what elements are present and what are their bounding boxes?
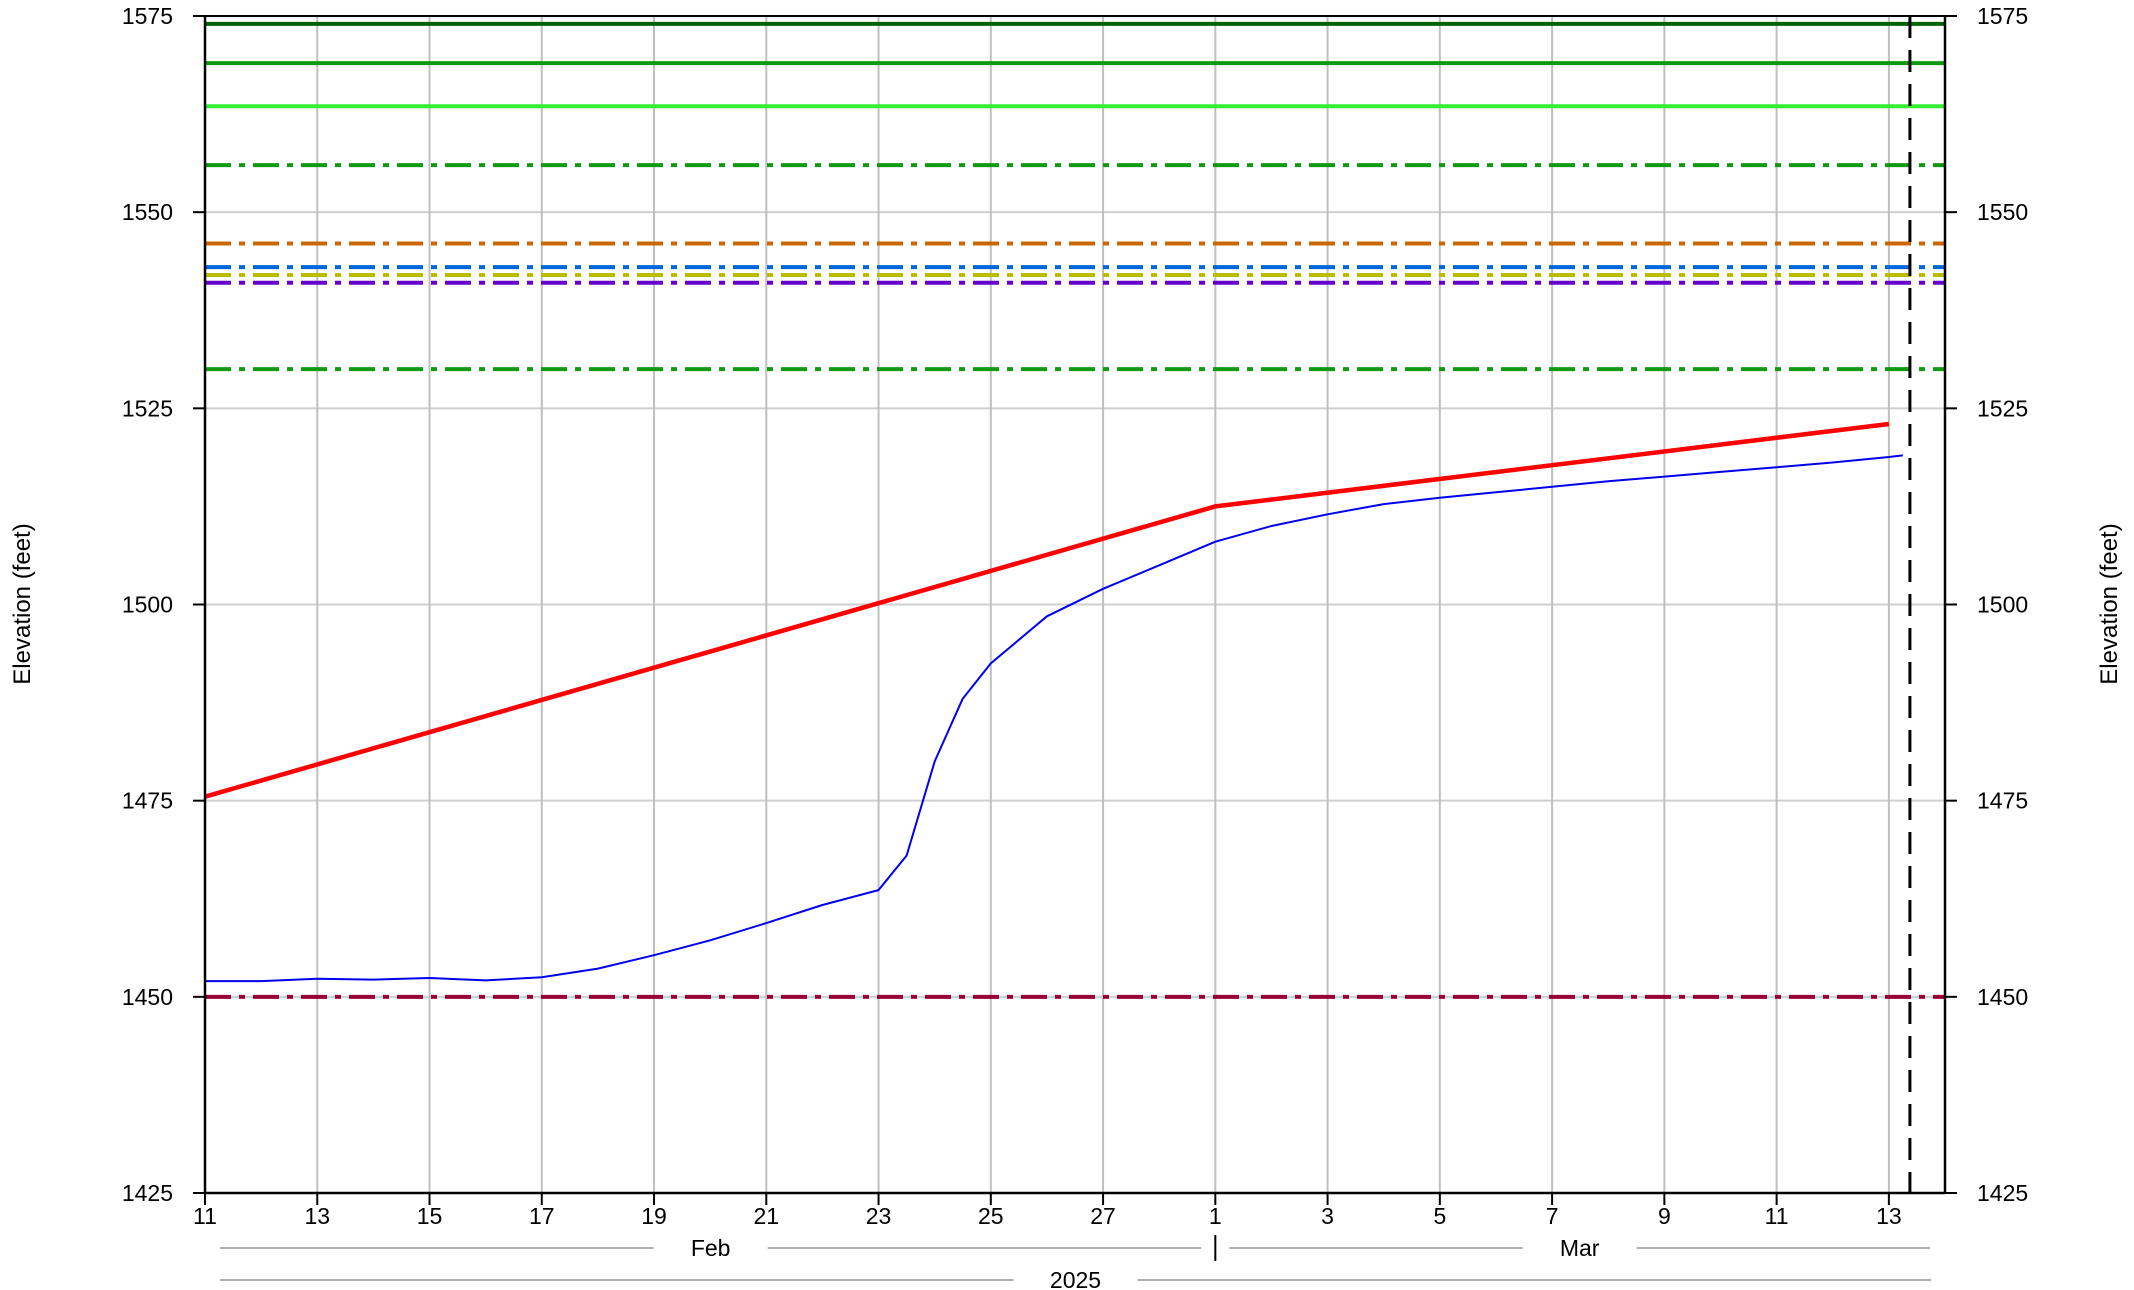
x-tick-label: 7 (1546, 1203, 1559, 1229)
x-tick-label: 21 (753, 1203, 779, 1229)
y-tick-label-right: 1500 (1977, 592, 2028, 618)
y-tick-label-right: 1550 (1977, 199, 2028, 225)
y-tick-label-right: 1475 (1977, 788, 2028, 814)
year-label: 2025 (1050, 1267, 1101, 1290)
reference-lines (205, 21, 1945, 999)
y-ticks: 1425 1425 1450 1450 1475 1475 1500 1500 1525 1525… (122, 3, 2028, 1206)
y-tick-label-right: 1575 (1977, 3, 2028, 29)
y-tick-label-right: 1450 (1977, 984, 2028, 1010)
series-line-blue (205, 454, 1904, 983)
x-tick-label: 17 (529, 1203, 555, 1229)
y-tick-label-right: 1525 (1977, 395, 2028, 421)
y-tick-label-left: 1475 (122, 788, 173, 814)
x-tick-label: 11 (1765, 1203, 1789, 1229)
y-tick-label-left: 1550 (122, 199, 173, 225)
x-tick-label: 3 (1321, 1203, 1334, 1229)
series-line-red (204, 421, 1890, 799)
x-ticks: 11 13 15 17 19 21 23 25 27 1 3 5 7 9 11 13 (193, 1193, 1902, 1229)
month-label: Mar (1560, 1235, 1600, 1261)
x-tick-label: 15 (417, 1203, 443, 1229)
x-tick-label: 27 (1090, 1203, 1116, 1229)
x-tick-label: 11 (193, 1203, 217, 1229)
x-tick-label: 5 (1433, 1203, 1446, 1229)
y-axis-label-left: Elevation (feet) (9, 523, 36, 684)
x-tick-label: 23 (866, 1203, 892, 1229)
x-tick-label: 13 (304, 1203, 330, 1229)
y-tick-label-left: 1525 (122, 395, 173, 421)
x-tick-label: 13 (1876, 1203, 1902, 1229)
series (204, 421, 1904, 983)
y-tick-label-left: 1450 (122, 984, 173, 1010)
x-tick-label: 1 (1209, 1203, 1222, 1229)
x-tick-label: 9 (1658, 1203, 1671, 1229)
y-tick-label-left: 1500 (122, 592, 173, 618)
y-tick-label-left: 1575 (122, 3, 173, 29)
month-label: Feb (691, 1235, 731, 1261)
y-tick-label-right: 1425 (1977, 1180, 2028, 1206)
y-tick-label-left: 1425 (122, 1180, 173, 1206)
y-axis-label-right: Elevation (feet) (2096, 523, 2123, 684)
x-tick-label: 25 (978, 1203, 1004, 1229)
year-axis: 2025 (220, 1267, 1931, 1290)
x-tick-label: 19 (641, 1203, 667, 1229)
month-axis: Feb Mar (220, 1235, 1930, 1261)
